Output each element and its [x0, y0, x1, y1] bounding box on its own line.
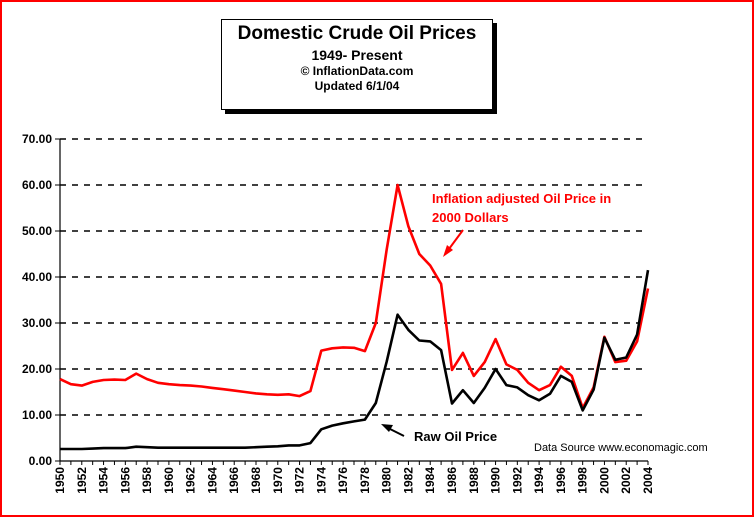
inflation-annotation: Inflation adjusted Oil Price in 2000 Dol…: [432, 189, 611, 227]
copyright-text: © InflationData.com: [300, 64, 414, 78]
x-tick-label: 1992: [510, 467, 524, 494]
x-tick-label: 2002: [619, 467, 633, 494]
y-tick-label: 10.00: [22, 408, 52, 422]
raw-annotation: Raw Oil Price: [414, 429, 498, 444]
x-tick-label: 1960: [162, 467, 176, 494]
x-tick-label: 1950: [53, 467, 67, 494]
x-tick-label: 1958: [140, 467, 154, 494]
chart-subtitle: 1949- Present: [311, 47, 403, 63]
x-tick-label: 1990: [489, 467, 503, 494]
x-tick-label: 1962: [184, 467, 198, 494]
x-tick-label: 1954: [97, 467, 111, 494]
title-box: Domestic Crude Oil Prices 1949- Present …: [221, 19, 493, 110]
raw-series-line: [60, 269, 650, 451]
x-tick-label: 1988: [467, 467, 481, 494]
x-tick-label: 1978: [358, 467, 372, 494]
y-tick-label: 0.00: [29, 454, 53, 468]
y-tick-label: 50.00: [22, 224, 52, 238]
x-tick-label: 1976: [336, 467, 350, 494]
x-tick-label: 1980: [380, 467, 394, 494]
chart-title: Domestic Crude Oil Prices: [237, 23, 477, 44]
x-tick-label: 1986: [445, 467, 459, 494]
data-source-note: Data Source www.economagic.com: [534, 442, 708, 454]
x-tick-label: 1952: [75, 467, 89, 494]
y-tick-label: 70.00: [22, 132, 52, 146]
x-tick-label: 2004: [641, 467, 655, 494]
x-tick-label: 1994: [532, 467, 546, 494]
updated-text: Updated 6/1/04: [314, 79, 400, 93]
raw-arrow-head: [381, 424, 393, 432]
y-tick-label: 30.00: [22, 316, 52, 330]
y-tick-label: 40.00: [22, 270, 52, 284]
x-tick-label: 1964: [205, 467, 219, 494]
x-tick-label: 1956: [118, 467, 132, 494]
inflation-annotation-line1: Inflation adjusted Oil Price in: [432, 191, 612, 206]
x-tick-label: 1966: [227, 467, 241, 494]
x-tick-label: 1974: [314, 467, 328, 494]
x-tick-label: 1972: [293, 467, 307, 494]
y-tick-label: 60.00: [22, 178, 52, 192]
inflation-annotation-line2: 2000 Dollars: [432, 210, 509, 225]
x-tick-label: 1982: [401, 467, 415, 494]
inflation-arrow-head: [443, 245, 453, 257]
x-tick-label: 1998: [576, 467, 590, 494]
x-tick-label: 2000: [597, 467, 611, 494]
inflation-series-line: [59, 183, 650, 410]
y-tick-label: 20.00: [22, 362, 52, 376]
x-tick-label: 1984: [423, 467, 437, 494]
x-tick-label: 1968: [249, 467, 263, 494]
x-tick-label: 1970: [271, 467, 285, 494]
x-tick-label: 1996: [554, 467, 568, 494]
